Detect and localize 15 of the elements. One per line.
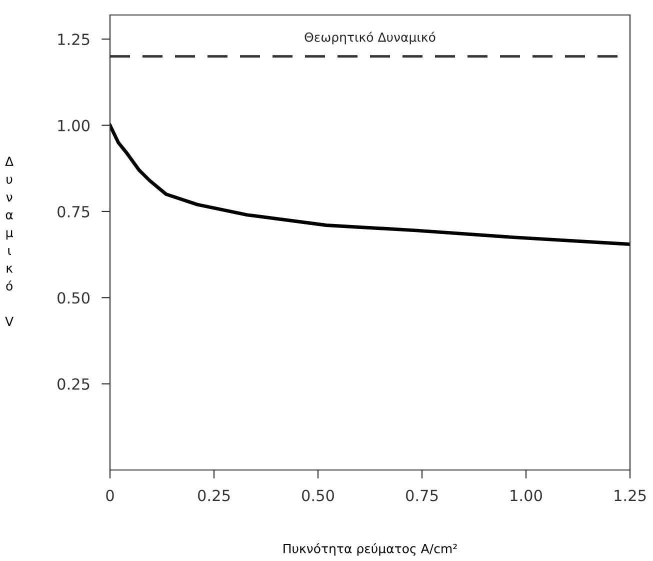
x-tick-label: 1.25	[614, 490, 646, 502]
y-tick-label: 0.75	[58, 206, 90, 218]
text: Δυναμικό V	[5, 156, 14, 326]
ref-line-label: Θεωρητικό Δυναμικό	[304, 32, 436, 44]
x-tick-label: 0.25	[198, 490, 230, 502]
x-tick-label: 0.50	[302, 490, 334, 502]
y-tick-label: 1.00	[58, 120, 90, 132]
x-tick-label: 1.00	[510, 490, 542, 502]
x-tick-label: 0.75	[406, 490, 438, 502]
y-tick-label: 1.25	[58, 34, 90, 46]
x-tick-label: 0	[106, 490, 114, 502]
y-tick-label: 0.50	[58, 292, 90, 304]
y-tick-label: 0.25	[58, 378, 90, 390]
x-axis-title: Πυκνότητα ρεύματος A/cm²	[284, 543, 457, 556]
line-series	[110, 124, 630, 246]
